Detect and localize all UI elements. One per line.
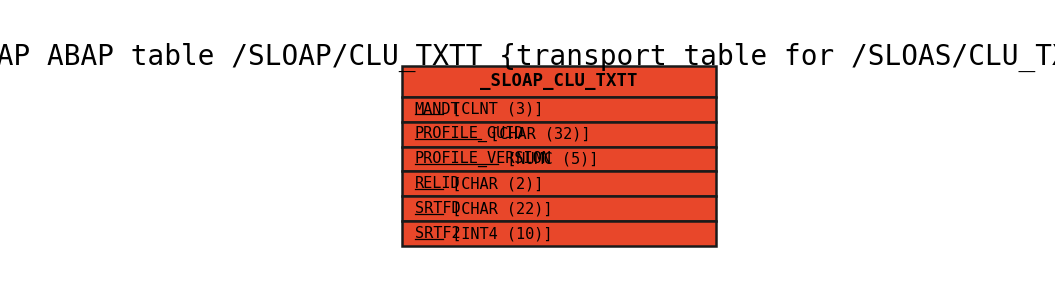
Text: SRTF2: SRTF2 bbox=[415, 226, 460, 241]
Text: PROFILE_VERSION: PROFILE_VERSION bbox=[415, 151, 552, 167]
Text: MANDT: MANDT bbox=[415, 102, 460, 117]
Text: [CLNT (3)]: [CLNT (3)] bbox=[443, 102, 543, 117]
FancyBboxPatch shape bbox=[402, 221, 716, 246]
Text: _SLOAP_CLU_TXTT: _SLOAP_CLU_TXTT bbox=[480, 72, 638, 90]
Text: [CHAR (22)]: [CHAR (22)] bbox=[443, 201, 552, 216]
FancyBboxPatch shape bbox=[402, 66, 716, 97]
FancyBboxPatch shape bbox=[402, 147, 716, 172]
Text: [NUMC (5)]: [NUMC (5)] bbox=[498, 152, 598, 167]
Text: SRTFD: SRTFD bbox=[415, 201, 460, 216]
Text: [INT4 (10)]: [INT4 (10)] bbox=[443, 226, 552, 241]
FancyBboxPatch shape bbox=[402, 97, 716, 122]
Text: [CHAR (32)]: [CHAR (32)] bbox=[481, 127, 591, 142]
Text: RELID: RELID bbox=[415, 176, 460, 191]
Text: PROFILE_GUID: PROFILE_GUID bbox=[415, 126, 524, 142]
FancyBboxPatch shape bbox=[402, 172, 716, 196]
Text: [CHAR (2)]: [CHAR (2)] bbox=[443, 176, 543, 191]
FancyBboxPatch shape bbox=[402, 196, 716, 221]
Text: SAP ABAP table /SLOAP/CLU_TXTT {transport table for /SLOAS/CLU_TXT}: SAP ABAP table /SLOAP/CLU_TXTT {transpor… bbox=[0, 43, 1055, 72]
FancyBboxPatch shape bbox=[402, 122, 716, 147]
